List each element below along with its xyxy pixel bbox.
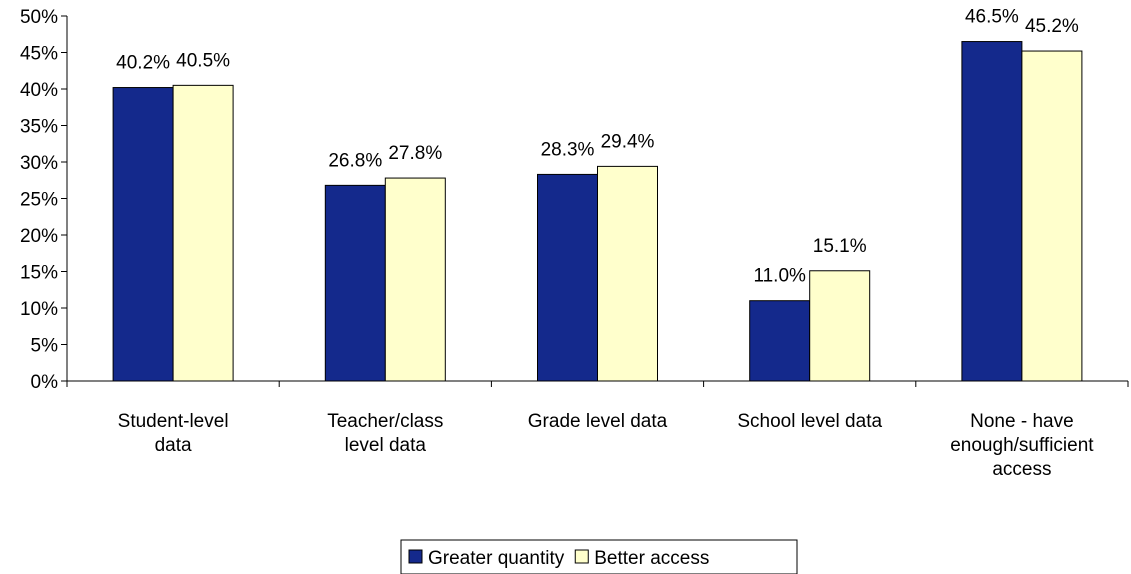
y-tick-label: 30% — [20, 153, 58, 174]
y-tick-label: 40% — [20, 80, 58, 101]
y-tick-label: 5% — [31, 336, 59, 357]
x-tick-label: Student-level data — [118, 411, 229, 456]
x-tick-label: Grade level data — [528, 411, 668, 432]
legend-box — [400, 539, 798, 574]
y-tick-label: 10% — [20, 299, 58, 320]
value-label: 46.5% — [965, 7, 1019, 28]
value-label: 40.2% — [116, 53, 170, 74]
bar — [172, 84, 234, 382]
x-tick-label: None - have enough/sufficient access — [950, 411, 1094, 480]
bar — [597, 165, 658, 382]
bar — [1021, 50, 1083, 382]
legend-swatch — [408, 549, 423, 564]
y-tick-label: 50% — [20, 7, 58, 28]
bar — [537, 173, 598, 382]
bar — [749, 300, 811, 382]
legend-label: Greater quantity — [428, 548, 565, 569]
value-label: 15.1% — [813, 236, 867, 257]
y-tick-label: 25% — [20, 190, 58, 211]
value-label: 28.3% — [541, 139, 595, 160]
y-tick-label: 0% — [31, 372, 59, 393]
y-tick-label: 15% — [20, 263, 58, 284]
value-label: 11.0% — [753, 266, 806, 287]
value-label: 26.8% — [328, 150, 382, 171]
y-tick-label: 35% — [20, 117, 58, 138]
x-tick-label: Teacher/class level data — [327, 411, 443, 456]
value-label: 45.2% — [1025, 16, 1079, 37]
value-label: 29.4% — [601, 131, 655, 152]
value-label: 40.5% — [176, 50, 230, 71]
value-label: 27.8% — [388, 143, 442, 164]
bar — [324, 184, 386, 382]
bar — [809, 270, 871, 382]
bar — [961, 41, 1023, 382]
y-tick-label: 45% — [20, 44, 58, 65]
bar — [112, 87, 174, 382]
legend-swatch — [574, 549, 589, 564]
y-tick-label: 20% — [20, 226, 58, 247]
legend-label: Better access — [594, 548, 709, 569]
bar — [384, 177, 446, 382]
x-tick-label: School level data — [737, 411, 882, 432]
